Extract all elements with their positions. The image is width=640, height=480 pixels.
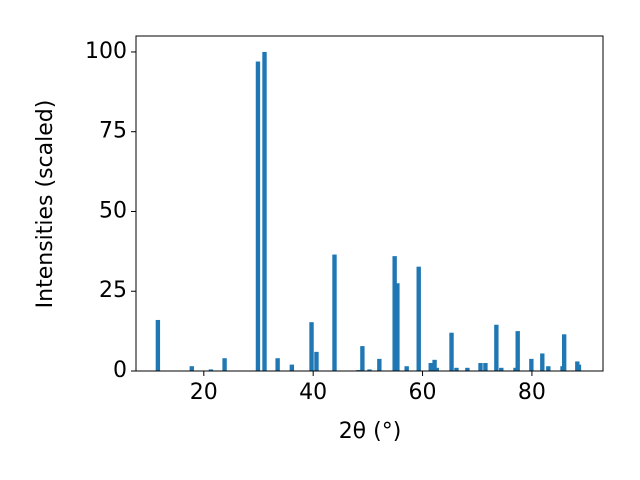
x-tick-label: 40 [299, 380, 327, 405]
y-axis-label: Intensities (scaled) [33, 100, 58, 309]
bar [255, 61, 261, 372]
bar [155, 319, 161, 371]
bar [395, 283, 400, 371]
bar [515, 331, 520, 371]
bar [529, 358, 534, 371]
bar [289, 364, 295, 371]
bar [540, 353, 545, 371]
bar [275, 358, 280, 371]
bar [332, 254, 337, 371]
y-tick-label: 75 [99, 119, 127, 144]
bar [434, 367, 439, 371]
x-tick-label: 60 [409, 380, 437, 405]
bar [377, 358, 382, 371]
bar [367, 369, 372, 371]
bar [576, 364, 582, 371]
bar [499, 367, 504, 371]
bar [494, 324, 499, 371]
y-tick-label: 25 [99, 278, 127, 303]
x-tick-label: 80 [518, 380, 546, 405]
bar [208, 369, 214, 371]
x-axis-label: 2θ (°) [339, 419, 402, 444]
bar [428, 363, 433, 371]
x-tick-label: 20 [190, 380, 218, 405]
bar [483, 363, 488, 371]
bar [309, 322, 314, 371]
bar [432, 359, 437, 371]
bar [546, 366, 551, 371]
bar [416, 266, 421, 371]
bar [222, 358, 227, 371]
bar [360, 346, 365, 371]
bar [454, 367, 459, 371]
bar [189, 366, 194, 371]
y-tick-label: 50 [99, 198, 127, 223]
bar [262, 51, 267, 371]
bar [561, 334, 567, 371]
bar [392, 256, 397, 371]
bar [478, 363, 483, 371]
bar [465, 367, 470, 371]
bar [404, 366, 409, 371]
y-tick-label: 0 [113, 358, 127, 383]
bar [449, 332, 454, 371]
y-tick-label: 100 [85, 39, 127, 64]
plot-frame [135, 35, 604, 372]
bar [314, 351, 319, 371]
